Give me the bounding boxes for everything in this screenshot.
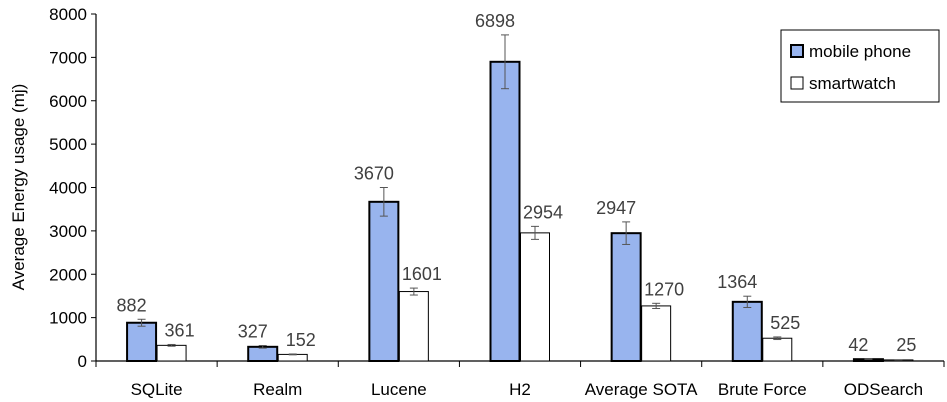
legend: mobile phone smartwatch [780, 29, 940, 103]
data-label: 1270 [644, 279, 684, 299]
legend-box [780, 29, 940, 103]
y-tick-label: 6000 [49, 92, 87, 111]
error-bar [258, 345, 267, 349]
x-tick-label: Lucene [371, 380, 427, 399]
error-bar [531, 225, 539, 240]
x-tick-label: Average SOTA [585, 380, 698, 399]
x-tick-label: SQLite [131, 380, 183, 399]
y-tick-label: 5000 [49, 135, 87, 154]
bars: 882 361 327 152 3670 1601 6898 2954 2947 1270 1364… [117, 11, 916, 363]
bar-mobile-phone [731, 300, 763, 362]
error-bar [379, 187, 388, 217]
bar-mobile-phone [126, 321, 158, 363]
y-tick-label: 4000 [49, 179, 87, 198]
y-tick-label: 0 [78, 352, 87, 371]
legend-swatch [790, 76, 804, 90]
bar-mobile-phone [610, 232, 642, 362]
bar-smartwatch [156, 344, 187, 362]
data-label: 327 [238, 322, 268, 342]
x-tick-label: H2 [509, 380, 531, 399]
legend-swatch [790, 44, 804, 58]
bar-smartwatch [641, 305, 672, 362]
error-bar [409, 287, 418, 296]
data-label: 1601 [402, 264, 442, 284]
bar-mobile-phone [489, 60, 521, 362]
data-label: 2947 [596, 198, 636, 218]
bar-smartwatch [277, 353, 308, 362]
error-bar [137, 318, 146, 327]
x-tick-label: Realm [253, 380, 302, 399]
y-tick-label: 2000 [49, 265, 87, 284]
data-label: 1364 [717, 272, 757, 292]
data-label: 525 [770, 313, 800, 333]
error-bar [167, 343, 176, 347]
y-tick-label: 8000 [49, 5, 87, 24]
legend-label: mobile phone [809, 42, 911, 61]
y-tick-label: 3000 [49, 222, 87, 241]
error-bar [288, 353, 297, 356]
data-label: 882 [117, 295, 147, 315]
error-bar [622, 221, 631, 245]
bar-smartwatch [520, 232, 550, 362]
y-axis-label: Average Energy usage (mj) [9, 84, 28, 291]
x-tick-label: ODSearch [844, 380, 923, 399]
bar-mobile-phone [247, 345, 279, 363]
data-label: 2954 [523, 202, 563, 222]
data-label: 6898 [475, 11, 515, 31]
data-label: 3670 [354, 164, 394, 184]
error-bar [501, 34, 509, 90]
x-tick-label: Brute Force [718, 380, 807, 399]
bar-smartwatch [762, 337, 793, 362]
y-tick-label: 1000 [49, 309, 87, 328]
bar-smartwatch [398, 291, 429, 362]
data-label: 361 [165, 320, 195, 340]
data-label: 152 [286, 330, 316, 350]
y-tick-label: 7000 [49, 48, 87, 67]
error-bar [773, 336, 782, 341]
error-bar [743, 295, 752, 308]
axes: 0 1000 2000 3000 4000 5000 6000 7000 8000 SQLite R… [49, 5, 945, 399]
error-bar [652, 302, 661, 310]
data-label: 25 [896, 335, 916, 355]
data-label: 42 [848, 335, 868, 355]
bar-mobile-phone [368, 200, 400, 362]
legend-label: smartwatch [809, 74, 896, 93]
